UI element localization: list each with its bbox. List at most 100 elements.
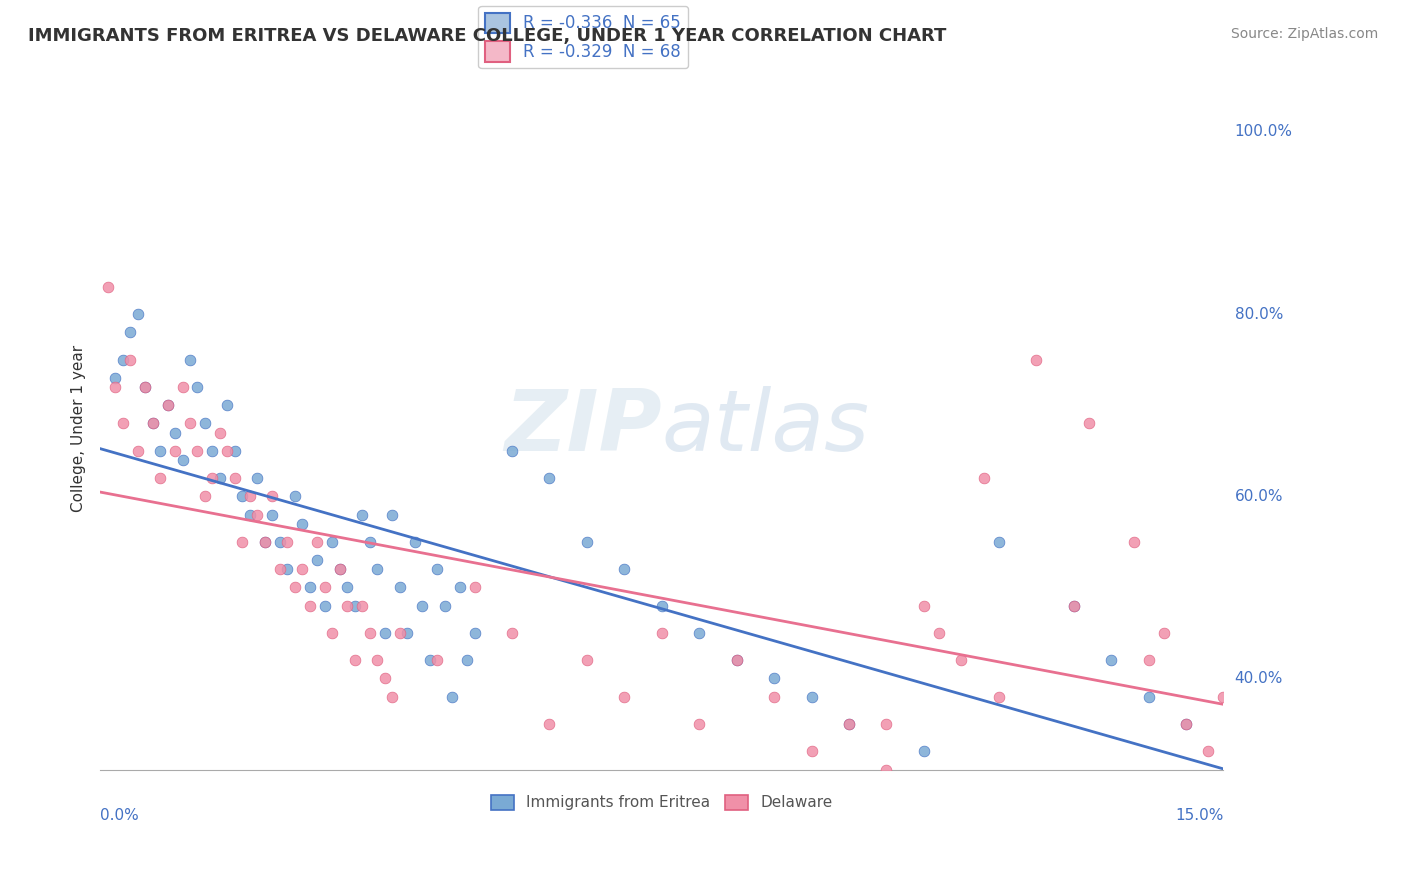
Point <box>194 489 217 503</box>
Point <box>763 672 786 686</box>
Point <box>142 417 165 431</box>
Point <box>1137 653 1160 667</box>
Point <box>374 626 396 640</box>
Point <box>725 653 748 667</box>
Point <box>201 443 224 458</box>
Text: 15.0%: 15.0% <box>1175 808 1223 823</box>
Text: atlas: atlas <box>662 386 870 469</box>
Point <box>987 534 1010 549</box>
Point <box>307 534 329 549</box>
Text: ZIP: ZIP <box>505 386 662 469</box>
Point <box>217 443 239 458</box>
Point <box>120 352 142 367</box>
Point <box>336 581 359 595</box>
Point <box>987 690 1010 704</box>
Point <box>613 690 636 704</box>
Point <box>763 690 786 704</box>
Point <box>1175 717 1198 731</box>
Point <box>688 626 710 640</box>
Text: 100.0%: 100.0% <box>1234 124 1292 139</box>
Point <box>253 534 276 549</box>
Point <box>343 653 366 667</box>
Point <box>179 352 201 367</box>
Point <box>449 581 471 595</box>
Point <box>501 626 523 640</box>
Point <box>388 581 411 595</box>
Point <box>111 417 134 431</box>
Point <box>651 626 673 640</box>
Point <box>875 717 897 731</box>
Point <box>314 581 336 595</box>
Point <box>875 763 897 777</box>
Point <box>111 352 134 367</box>
Point <box>156 398 179 412</box>
Point <box>284 581 307 595</box>
Point <box>194 417 217 431</box>
Point <box>800 690 823 704</box>
Point <box>411 599 433 613</box>
Point <box>538 717 561 731</box>
Point <box>1077 417 1099 431</box>
Point <box>366 562 388 576</box>
Point <box>336 599 359 613</box>
Point <box>208 471 231 485</box>
Point <box>464 581 486 595</box>
Point <box>1099 653 1122 667</box>
Point <box>928 626 950 640</box>
Point <box>575 534 598 549</box>
Point <box>456 653 478 667</box>
Point <box>838 717 860 731</box>
Point <box>343 599 366 613</box>
Point <box>314 599 336 613</box>
Point <box>156 398 179 412</box>
Point <box>1122 534 1144 549</box>
Point <box>800 744 823 758</box>
Point <box>912 599 935 613</box>
Point <box>359 626 381 640</box>
Point <box>426 653 449 667</box>
Point <box>262 489 284 503</box>
Point <box>172 380 194 394</box>
Point <box>329 562 352 576</box>
Point <box>186 380 208 394</box>
Point <box>950 653 973 667</box>
Point <box>1198 744 1220 758</box>
Point <box>127 443 149 458</box>
Point <box>201 471 224 485</box>
Y-axis label: College, Under 1 year: College, Under 1 year <box>72 344 86 511</box>
Point <box>163 425 186 440</box>
Point <box>239 508 262 522</box>
Point <box>374 672 396 686</box>
Point <box>501 443 523 458</box>
Point <box>1025 352 1047 367</box>
Point <box>441 690 464 704</box>
Point <box>224 443 246 458</box>
Point <box>253 534 276 549</box>
Point <box>321 534 343 549</box>
Point <box>269 534 291 549</box>
Point <box>307 553 329 567</box>
Point <box>217 398 239 412</box>
Point <box>973 471 995 485</box>
Point <box>388 626 411 640</box>
Point <box>1063 599 1085 613</box>
Text: 0.0%: 0.0% <box>100 808 139 823</box>
Point <box>725 653 748 667</box>
Point <box>1175 717 1198 731</box>
Point <box>298 581 321 595</box>
Text: 60.0%: 60.0% <box>1234 489 1284 504</box>
Point <box>231 534 253 549</box>
Point <box>838 717 860 731</box>
Point <box>404 534 426 549</box>
Text: 80.0%: 80.0% <box>1234 307 1282 322</box>
Point <box>396 626 419 640</box>
Legend: Immigrants from Eritrea, Delaware: Immigrants from Eritrea, Delaware <box>485 789 839 816</box>
Point <box>1212 690 1234 704</box>
Point <box>419 653 441 667</box>
Point <box>149 443 172 458</box>
Point <box>134 380 156 394</box>
Point <box>127 307 149 321</box>
Point <box>269 562 291 576</box>
Point <box>276 562 298 576</box>
Point <box>224 471 246 485</box>
